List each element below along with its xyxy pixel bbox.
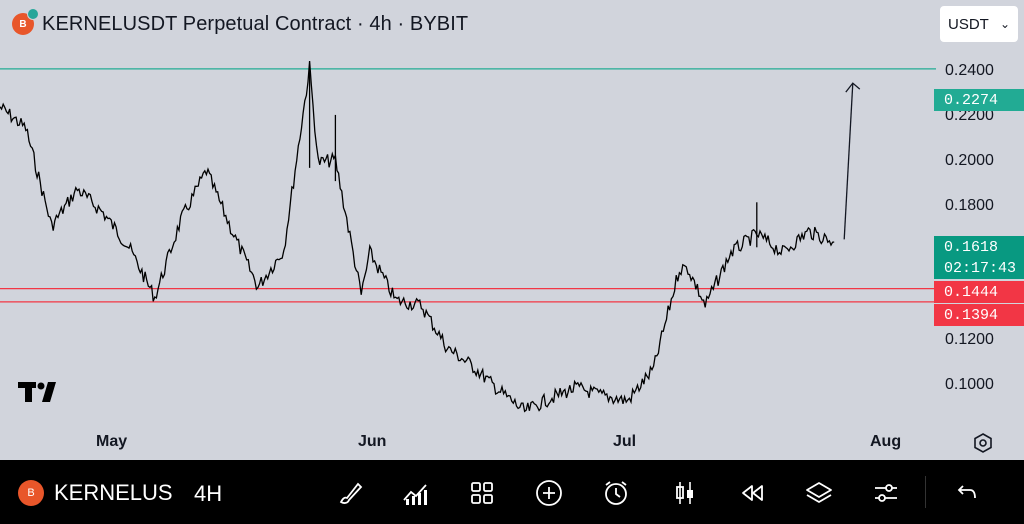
currency-value: USDT: [948, 15, 989, 33]
month-label: May: [96, 433, 128, 450]
price-tick: 0.2000: [945, 152, 994, 169]
price-tick: 0.2200: [945, 107, 994, 124]
price-tick: 0.2400: [945, 62, 994, 79]
tradingview-logo-icon[interactable]: [18, 380, 64, 404]
undo-icon[interactable]: [951, 478, 981, 508]
projection-arrowhead: [845, 82, 861, 93]
price-tick: 0.1000: [945, 376, 994, 393]
settings-sliders-icon[interactable]: [871, 478, 901, 508]
candle-countdown: 02:17:43: [934, 257, 1024, 279]
bybit-logo-icon: B: [18, 480, 44, 506]
symbol-name: KERNELUS: [54, 480, 173, 505]
chart-settings-icon[interactable]: [972, 432, 994, 454]
resistance-price-tag: 0.2274: [934, 89, 1024, 111]
symbol-selector[interactable]: B KERNELUS: [18, 480, 173, 506]
currency-select[interactable]: USDT ⌄: [940, 6, 1018, 42]
price-series-line: [0, 60, 835, 413]
candle-type-icon[interactable]: [670, 478, 700, 508]
chevron-down-icon: ⌄: [999, 17, 1010, 31]
current-price-tag: 0.1618: [934, 236, 1024, 258]
bottom-toolbar: B KERNELUS 4H: [0, 460, 1024, 524]
month-label: Jul: [613, 433, 637, 450]
toolbar-divider: [925, 476, 926, 508]
chart-area[interactable]: [0, 0, 1024, 460]
brush-icon[interactable]: [335, 478, 365, 508]
replay-icon[interactable]: [737, 478, 767, 508]
support-lower-price-tag: 0.1394: [934, 304, 1024, 326]
month-label: Jun: [358, 433, 387, 450]
price-tick: 0.1200: [945, 331, 994, 348]
price-tick: 0.1800: [945, 197, 994, 214]
support-upper-price-tag: 0.1444: [934, 281, 1024, 303]
month-label: Aug: [870, 433, 902, 450]
indicators-icon[interactable]: [400, 478, 430, 508]
layers-icon[interactable]: [804, 478, 834, 508]
bybit-logo-icon: B: [12, 8, 39, 35]
chart-title: KERNELUSDT Perpetual Contract · 4h · BYB…: [42, 12, 469, 35]
add-icon[interactable]: [534, 478, 564, 508]
grid-icon[interactable]: [467, 478, 497, 508]
projection-arrow: [843, 83, 854, 240]
chart-header: B KERNELUSDT Perpetual Contract · 4h · B…: [12, 8, 469, 38]
alert-clock-icon[interactable]: [601, 478, 631, 508]
interval-selector[interactable]: 4H: [194, 481, 223, 506]
price-chart[interactable]: [0, 0, 1024, 460]
